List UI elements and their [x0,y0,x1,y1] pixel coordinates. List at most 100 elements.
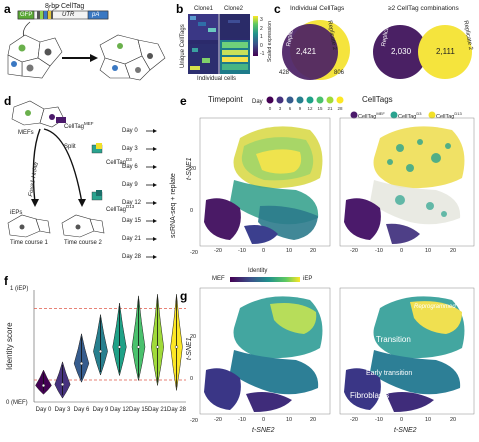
identity-right: iEP [303,276,313,282]
panel-a-label: a [4,2,11,16]
violin-category-label: Day 0 [36,407,52,413]
f-ybottom: 0 (MEF) [6,400,28,406]
celltag-legend-item: CellTagMEF [358,111,385,120]
violin-category-label: Day 3 [55,407,71,413]
violin-category-label: Day 9 [93,407,109,413]
day-legend-value: 3 [279,106,282,111]
celltag-legend-dot [428,111,436,119]
day-item: Day 15 [122,218,142,224]
construct-gfp: GFP [20,12,33,18]
ieps-label: iEPs [10,210,23,216]
split-label: Split [64,144,76,150]
panel-e-label: e [180,94,187,108]
violin-median [117,345,122,349]
annotation-reprogrammed: Reprogrammed [414,304,456,310]
g-xticks-right: -20 -10 0 10 20 [350,417,457,423]
course1-label: Time course 1 [10,240,48,246]
day-legend-label: Day [252,99,263,105]
day-legend-value: 9 [299,106,302,111]
panel-d-label: d [4,94,12,108]
mefs-label: MEFs [18,130,34,136]
e-xticks-right: -20 -10 0 10 20 [350,248,457,254]
day-item: Day 6 [122,164,138,170]
e-xticks-left: -20 -10 0 10 20 [214,248,317,254]
heatmap-col-1: Clone1 [194,6,214,12]
violin-category-label: Day 21 [148,407,168,413]
annotation-fibroblasts: Fibroblasts [350,391,390,400]
panel-b-label: b [176,2,184,16]
celltag-d13-label: CellTagD13 [106,204,135,213]
e-yticks: 20 0 -20 [190,166,198,256]
celltag-legend-item: CellTagD13 [436,111,462,120]
annotation-transition: Transition [376,335,411,344]
g-yticks: 20 0 -20 [190,334,198,424]
day-legend-dot [266,96,274,104]
heatmap-col-2: Clone2 [224,6,244,12]
violin-median [41,383,46,388]
violin-median [155,345,160,349]
tsne-annotated-plot [339,287,475,415]
venn-diagrams [282,20,472,80]
violin-category-label: Day 12 [110,407,130,413]
day-item: Day 3 [122,146,138,152]
violin-category-label: Day 15 [129,407,149,413]
day-legend-value: 28 [337,106,343,111]
day-legend-value: 21 [327,106,333,111]
day-legend-value: 0 [269,106,272,111]
violin-median [60,382,65,386]
celltag-legend-dot [350,111,358,119]
heatmap [188,14,250,74]
panel-g-label: g [180,289,188,303]
construct-utr: UTR [62,12,75,18]
tsne-identity-plot [199,287,331,415]
timepoint-title: Timepoint [208,95,243,104]
day-item: Day 12 [122,200,142,206]
identity-colorbar [230,277,300,282]
venn-right-only2: 2,111 [436,47,455,56]
f-ytop: 1 (iEP) [10,286,29,292]
day-legend-value: 12 [307,106,313,111]
heatmap-colorbar-label: Scaled expression [267,21,273,62]
tsne2-label-left: t-SNE2 [252,427,275,434]
identity-left: MEF [212,276,225,282]
violin-median [174,345,179,349]
violin-median [136,345,141,349]
venn-right-only1: 2,030 [391,47,412,56]
venn-left-overlap: 2,421 [296,47,317,56]
day-legend-dot [276,96,284,104]
annotation-early-transition: Early transition [366,370,413,377]
day-legend-dot [336,96,344,104]
venn-left-title: Individual CellTags [290,5,345,12]
g-xticks-left: -20 -10 0 10 20 [214,417,317,423]
venn-right-title: ≥2 CellTag combinations [388,5,459,12]
venn-left-only2: 806 [334,70,345,76]
day-legend-dot [306,96,314,104]
day-legend-dot [316,96,324,104]
construct-title: 8-bp CellTag [45,3,85,10]
violin-category-label: Day 28 [167,407,187,413]
celltag-legend-item: CellTagD3 [398,111,422,120]
celltag-mef-label: CellTagMEF [64,121,94,130]
celltags-title: CellTags [362,95,393,104]
course2-label: Time course 2 [64,240,102,246]
panel-f-label: f [4,274,8,288]
tsne-timepoint-plot [199,117,331,247]
violin-median [79,361,84,366]
day-item: Day 28 [122,254,142,260]
day-item: Day 9 [122,182,138,188]
celltag-legend-dot [390,111,398,119]
violin-category-label: Day 6 [74,407,90,413]
day-item: Day 21 [122,236,142,242]
celltag-legend [350,111,436,119]
construct-pa: pA [92,12,100,18]
day-legend-dot [286,96,294,104]
day-legend-dot [296,96,304,104]
heatmap-colorbar-ticks: 3 2 1 0 -1 [260,17,265,57]
tsne-celltag-plot [339,117,475,247]
panel-c-label: c [274,2,281,16]
day-legend-value: 15 [317,106,323,111]
tsne2-label-right: t-SNE2 [394,427,417,434]
day-legend: 0 3 6 9 12 15 21 28 [266,96,344,111]
day-item: Day 0 [122,128,138,134]
